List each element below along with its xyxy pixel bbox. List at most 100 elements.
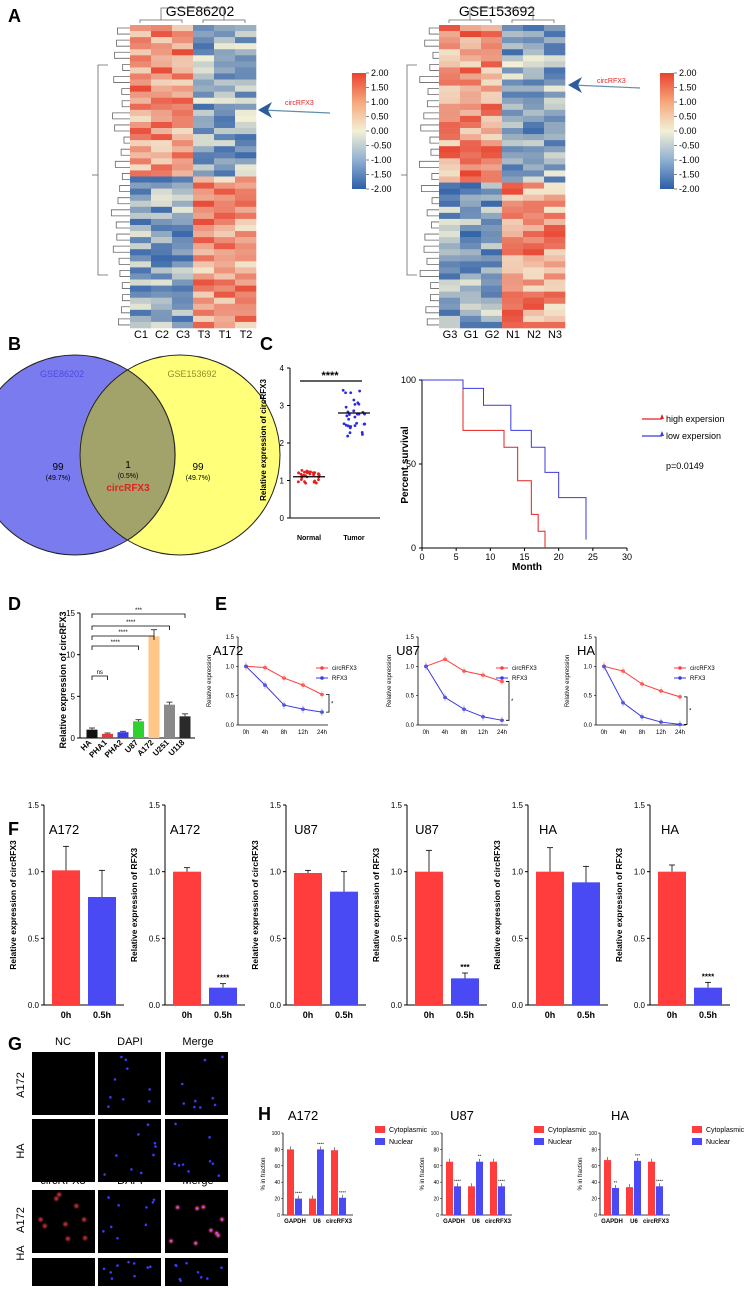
heatmap-cell: [235, 61, 257, 68]
nucleus-blue: [103, 1173, 106, 1176]
heatmap-cell: [460, 158, 482, 165]
heatmap-cell: [172, 55, 194, 62]
heatmap-cell: [460, 115, 482, 123]
colorbar-tick-label: 1.50: [371, 83, 389, 93]
heatmap-cell: [214, 152, 236, 159]
heatmap-cell: [235, 176, 257, 183]
heatmap-cell: [544, 285, 566, 292]
nucleus-blue: [195, 1207, 199, 1210]
heatmap-cell: [214, 121, 236, 129]
nucleus-blue: [181, 1163, 185, 1166]
heatmap-cell: [130, 255, 152, 262]
dendro-branch: [427, 88, 439, 96]
heatmap-cell: [481, 297, 503, 305]
heatmap-cell: [502, 206, 524, 214]
heatmap-cell: [151, 85, 173, 92]
h-legend-swatch: [534, 1126, 544, 1133]
e-xtick-label: 12h: [656, 730, 666, 736]
heatmap-cell: [544, 73, 566, 80]
h-ylabel: % in fraction: [420, 1157, 426, 1190]
heatmap-cell: [214, 297, 236, 305]
e-legend-label: circRFX3: [512, 666, 537, 672]
heatmap-cell: [151, 224, 173, 232]
heatmap-cell: [523, 37, 545, 44]
h-ytick-label: 80: [274, 1147, 280, 1153]
f-ytick-label: 0.0: [149, 1001, 161, 1010]
heatmap-cell: [235, 243, 257, 250]
heatmap-cell: [544, 231, 566, 238]
heatmap-cell: [214, 25, 236, 32]
c-scatter-ytick-label: 1: [280, 477, 285, 486]
c-scatter-point: [342, 422, 346, 426]
survival-xtick-label: 0: [419, 552, 424, 562]
heatmap-cell: [214, 243, 236, 250]
g-row-label: HA: [15, 1245, 27, 1261]
heatmap-cell: [214, 188, 236, 195]
d-ytick-label: 10: [66, 651, 75, 660]
dendro-branch: [118, 318, 130, 326]
heatmap-cell: [130, 231, 152, 238]
heatmap-cell: [130, 97, 152, 105]
heatmap-cell: [130, 152, 152, 159]
d-bracket: [91, 645, 139, 650]
dendro-branch: [121, 100, 130, 108]
dendro-branch: [419, 270, 439, 277]
heatmap-cell: [172, 291, 194, 298]
heatmap-cell: [460, 152, 482, 159]
heatmap-cell: [151, 291, 173, 298]
heatmap-cell: [544, 170, 566, 177]
heatmap-cell: [193, 194, 215, 202]
dendro-branch: [430, 148, 439, 156]
heatmap-cell: [544, 79, 566, 86]
heatmap-cell: [523, 73, 545, 80]
heatmap-cell: [481, 85, 503, 92]
h-legend-swatch: [375, 1126, 385, 1133]
c-scatter-ytick-label: 3: [280, 402, 285, 411]
heatmap-cell: [193, 31, 215, 38]
nucleus-blue: [113, 1078, 117, 1081]
c-scatter-point: [347, 417, 351, 421]
heatmap-cell: [502, 200, 524, 208]
heatmap-cell: [214, 109, 236, 117]
micrograph-tile: [165, 1052, 228, 1115]
heatmap-cell: [502, 43, 524, 50]
col-label: G1: [464, 329, 479, 341]
e-sig-bracket: [506, 681, 510, 721]
heatmap-cell: [130, 297, 152, 305]
heatmap-cell: [502, 109, 524, 117]
heatmap-cell: [151, 25, 173, 32]
heatmap-cell: [151, 43, 173, 50]
heatmap-cell: [130, 91, 152, 99]
e-sig-bracket: [326, 694, 330, 713]
panel-letter-a: A: [8, 6, 21, 26]
colorbar-tick-label: -2.00: [679, 184, 700, 194]
dendro-branch: [429, 136, 439, 144]
dendro-branch: [406, 64, 417, 276]
h-chart-title: A172: [288, 1108, 318, 1123]
h-sig-label: ****: [656, 1178, 663, 1183]
heatmap-cell: [193, 297, 215, 305]
heatmap-cell: [439, 194, 461, 202]
f-xtick-label: 0.5h: [577, 1010, 595, 1020]
heatmap-cell: [523, 164, 545, 171]
heatmap-cell: [193, 140, 215, 147]
dendro-branch: [429, 294, 439, 302]
heatmap-cell: [235, 25, 257, 32]
c-scatter-ylabel: Relative expression of circRFX3: [259, 379, 268, 501]
f-xtick-label: 0.5h: [456, 1010, 474, 1020]
heatmap-cell: [523, 109, 545, 117]
venn-set1-name: GSE86202: [40, 369, 84, 379]
heatmap-cell: [235, 43, 257, 50]
f-chart-title: U87: [294, 822, 318, 837]
nucleus-blue: [217, 1174, 221, 1177]
heatmap-cell: [544, 243, 566, 250]
micrograph-tile: [98, 1119, 161, 1182]
d-bracket-label: ****: [111, 640, 121, 646]
heatmap-cell: [151, 73, 173, 80]
panel-b-venn: GSE86202 GSE153692 99 (49.7%) 1 (0.5%) c…: [0, 354, 281, 556]
survival-curve-high: [422, 379, 546, 548]
heatmap-cell: [130, 291, 152, 298]
f-xtick-label: 0.5h: [699, 1010, 717, 1020]
heatmap-cell: [172, 85, 194, 92]
